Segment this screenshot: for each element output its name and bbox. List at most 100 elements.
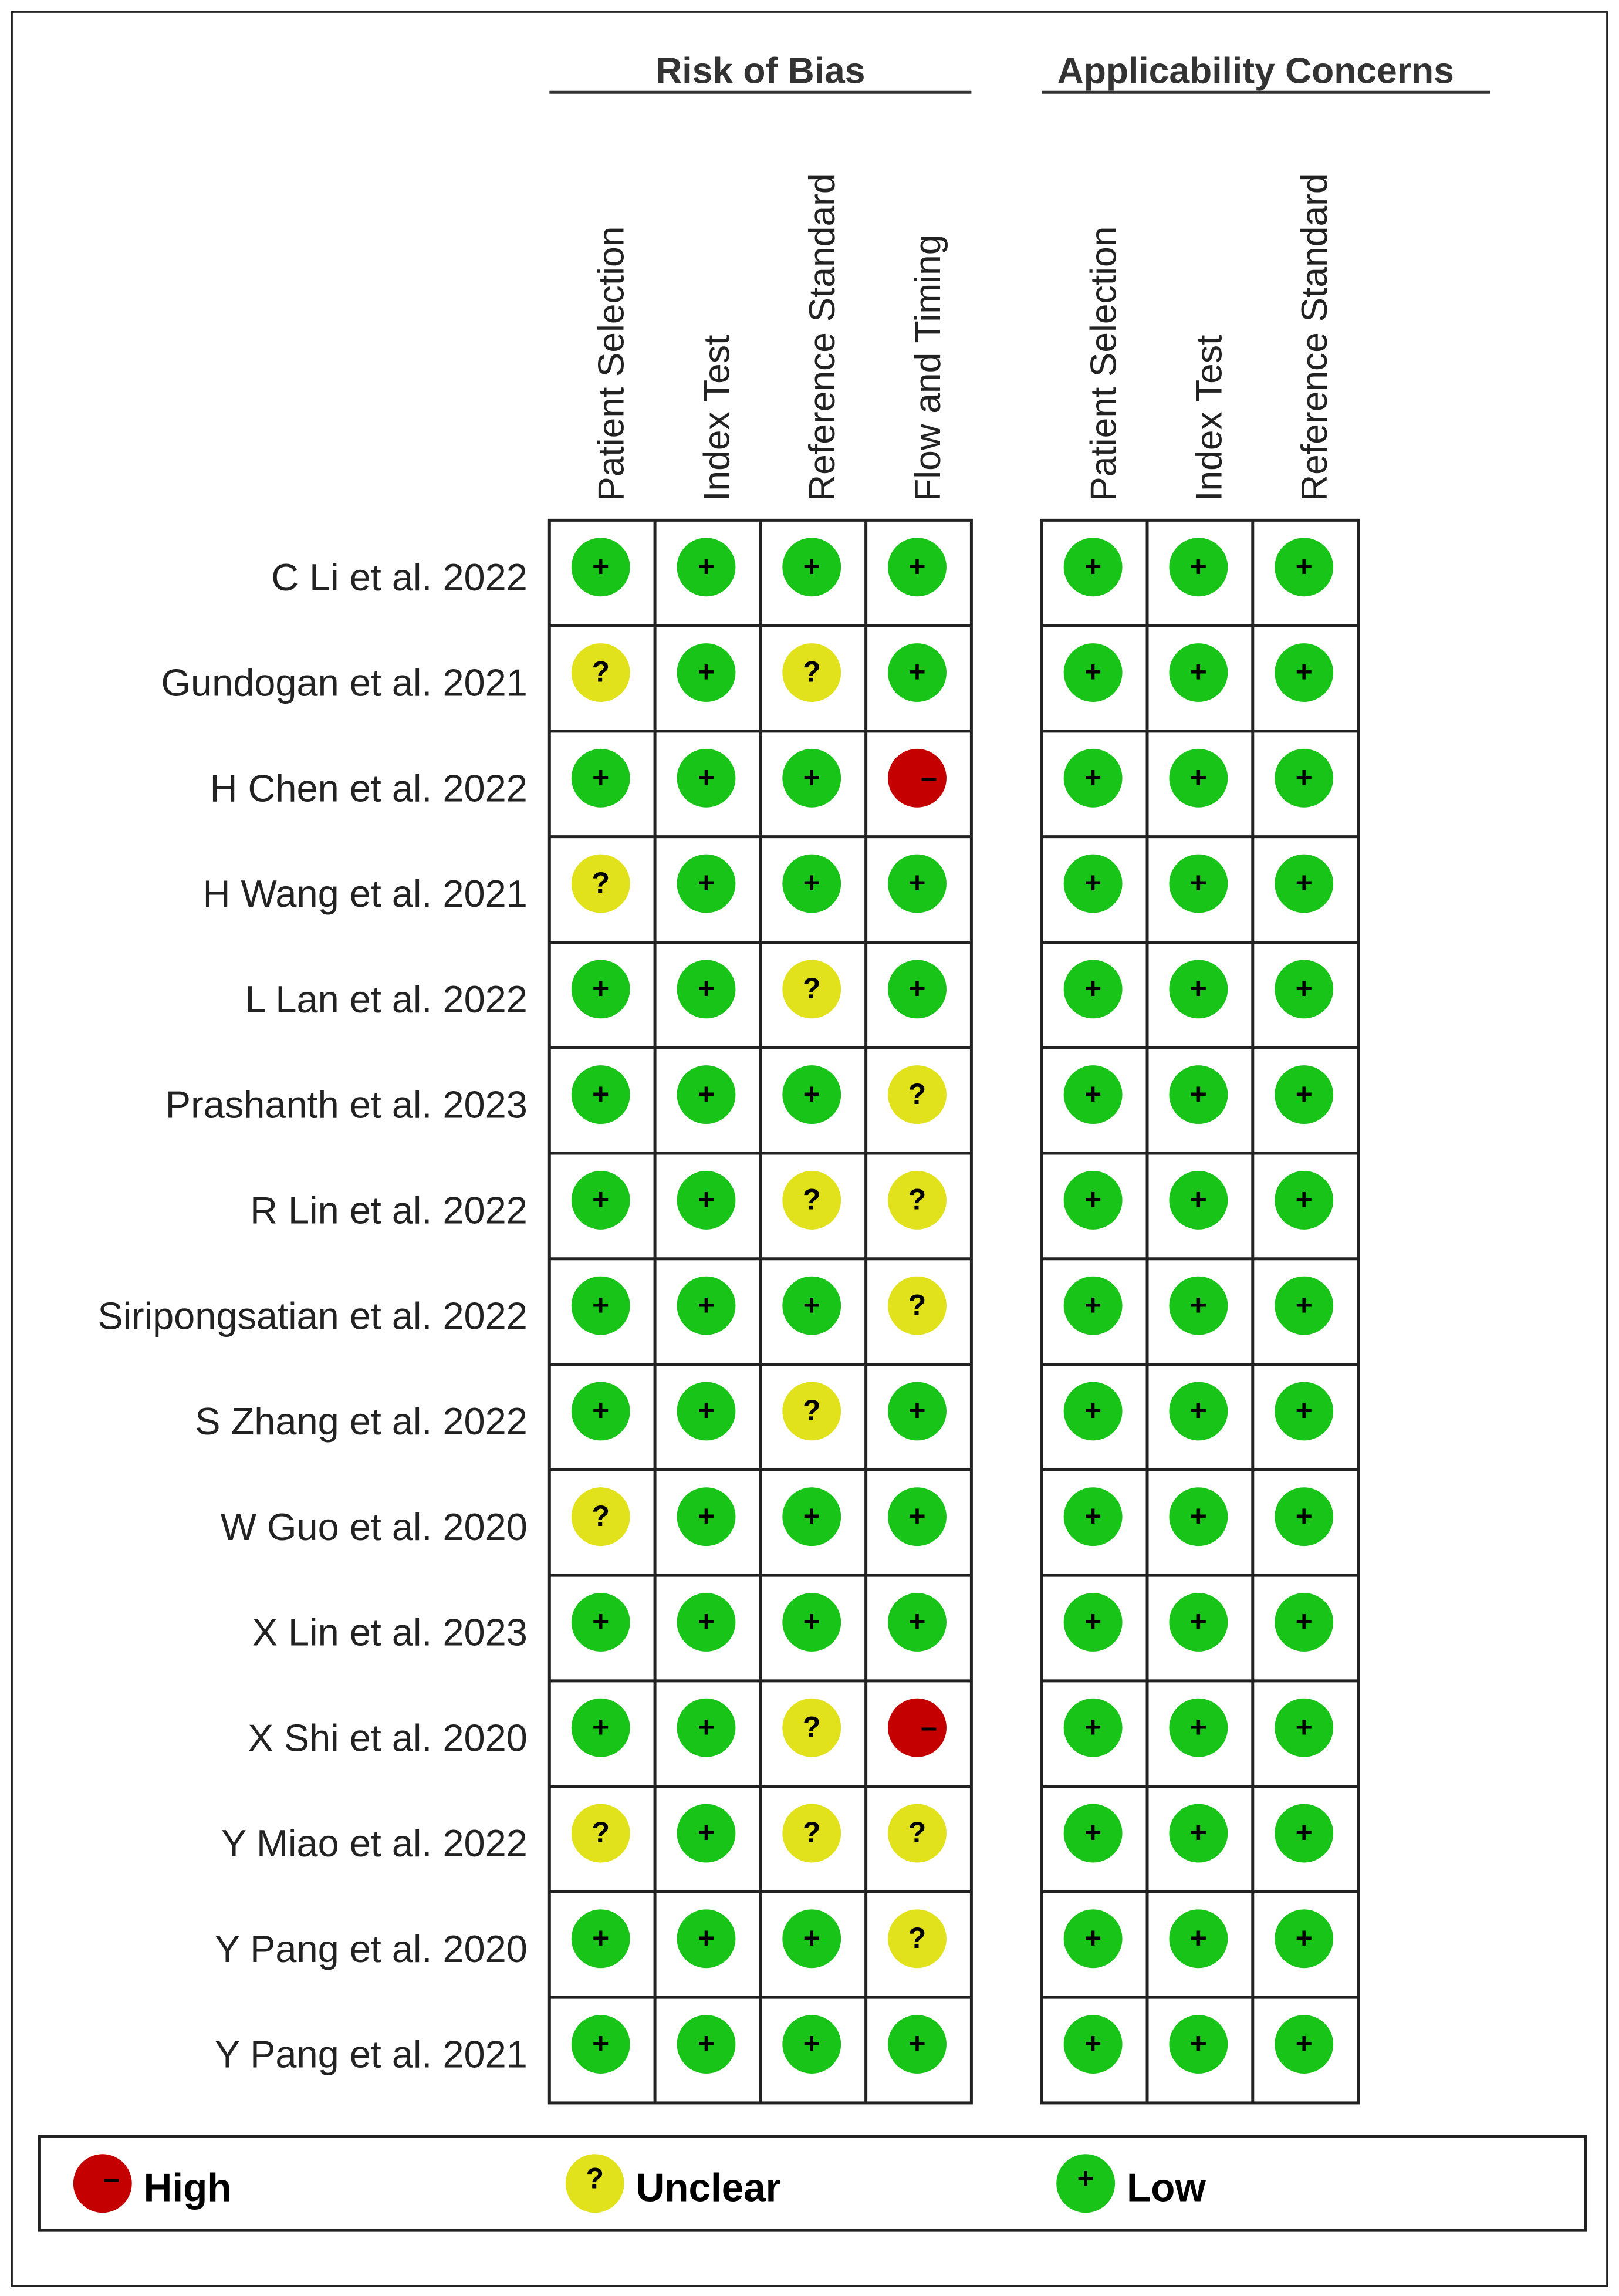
judgment-symbol: ? xyxy=(908,1816,926,1849)
study-label: Prashanth et al. 2023 xyxy=(165,1083,528,1126)
judgment-symbol: + xyxy=(1084,656,1101,688)
judgment-symbol: + xyxy=(1296,1078,1313,1110)
judgment-dot xyxy=(571,854,630,913)
group-title: Risk of Bias xyxy=(655,50,865,91)
judgment-dot xyxy=(1169,1487,1228,1547)
judgment-symbol: + xyxy=(803,1922,820,1954)
judgment-symbol: + xyxy=(592,2027,609,2060)
judgment-symbol: + xyxy=(1296,1500,1313,1532)
judgment-symbol: + xyxy=(1296,2027,1313,2060)
legend-label: Unclear xyxy=(636,2166,781,2210)
judgment-dot xyxy=(782,538,841,597)
judgment-symbol: + xyxy=(908,2027,925,2060)
judgment-dot xyxy=(1169,1065,1228,1125)
judgment-symbol: + xyxy=(908,656,925,688)
legend-box xyxy=(38,2135,1587,2232)
judgment-symbol: + xyxy=(698,1078,715,1110)
legend-symbol: + xyxy=(1077,2162,1094,2194)
judgment-dot xyxy=(1169,748,1228,808)
judgment-symbol: + xyxy=(1190,1394,1207,1427)
judgment-symbol: + xyxy=(698,1183,715,1216)
judgment-dot xyxy=(1169,2015,1228,2074)
judgment-symbol: + xyxy=(1084,550,1101,583)
judgment-dot xyxy=(677,1065,736,1125)
judgment-dot xyxy=(888,748,947,808)
judgment-symbol: + xyxy=(1190,1710,1207,1743)
column-label: Reference Standard xyxy=(1294,173,1335,501)
judgment-dot xyxy=(1275,1698,1334,1757)
column-label: Reference Standard xyxy=(802,173,843,501)
column-label: Patient Selection xyxy=(591,227,632,501)
judgment-dot xyxy=(1275,643,1334,702)
judgment-symbol: + xyxy=(908,972,925,1005)
judgment-symbol: + xyxy=(1296,1816,1313,1849)
column-label: Flow and Timing xyxy=(907,235,948,501)
judgment-symbol: + xyxy=(1190,1183,1207,1216)
judgment-dot xyxy=(1063,1909,1123,1969)
legend-dot xyxy=(73,2154,132,2213)
judgment-dot xyxy=(888,960,947,1019)
judgment-dot xyxy=(1169,1909,1228,1969)
judgment-symbol: + xyxy=(698,972,715,1005)
judgment-dot xyxy=(888,1804,947,1863)
judgment-dot xyxy=(782,1170,841,1230)
judgment-symbol: + xyxy=(803,1605,820,1638)
judgment-dot xyxy=(1063,1593,1123,1652)
judgment-dot xyxy=(677,1804,736,1863)
judgment-symbol: ? xyxy=(908,1922,926,1954)
judgment-dot xyxy=(782,960,841,1019)
judgment-dot xyxy=(1169,960,1228,1019)
judgment-symbol: + xyxy=(908,1500,925,1532)
judgment-dot xyxy=(888,2015,947,2074)
judgment-dot xyxy=(1275,854,1334,913)
study-label: H Wang et al. 2021 xyxy=(203,872,528,915)
judgment-symbol: + xyxy=(592,1183,609,1216)
legend-label: High xyxy=(144,2166,232,2210)
judgment-symbol: + xyxy=(698,1500,715,1532)
judgment-symbol: + xyxy=(1190,1605,1207,1638)
judgment-symbol: ? xyxy=(592,656,610,688)
judgment-symbol: + xyxy=(592,1078,609,1110)
judgment-symbol: + xyxy=(1190,550,1207,583)
judgment-symbol: ? xyxy=(592,866,610,899)
judgment-dot xyxy=(677,643,736,702)
judgment-dot xyxy=(888,854,947,913)
judgment-symbol: ? xyxy=(803,972,821,1005)
judgment-symbol: + xyxy=(1190,1816,1207,1849)
judgment-symbol: ? xyxy=(803,1816,821,1849)
grid-border xyxy=(1040,518,1360,2105)
judgment-symbol: + xyxy=(803,2027,820,2060)
judgment-symbol: + xyxy=(1190,1500,1207,1532)
judgment-dot xyxy=(782,1065,841,1125)
judgment-dot xyxy=(1275,1170,1334,1230)
study-label: X Shi et al. 2020 xyxy=(248,1716,528,1759)
judgment-symbol: + xyxy=(803,1078,820,1110)
judgment-dot xyxy=(888,1487,947,1547)
judgment-symbol: + xyxy=(592,550,609,583)
judgment-dot xyxy=(782,1382,841,1441)
judgment-dot xyxy=(1169,1804,1228,1863)
judgment-symbol: ? xyxy=(908,1288,926,1321)
judgment-dot xyxy=(571,1804,630,1863)
column-label: Index Test xyxy=(1188,335,1229,501)
judgment-symbol: + xyxy=(592,1710,609,1743)
judgment-symbol: + xyxy=(1296,656,1313,688)
judgment-symbol: + xyxy=(1296,972,1313,1005)
legend-label: Low xyxy=(1127,2166,1206,2210)
judgment-dot xyxy=(1063,1698,1123,1757)
judgment-dot xyxy=(782,1276,841,1335)
legend-symbol: ? xyxy=(586,2162,604,2194)
judgment-dot xyxy=(571,1698,630,1757)
judgment-symbol: + xyxy=(592,1922,609,1954)
judgment-dot xyxy=(677,960,736,1019)
judgment-symbol: + xyxy=(1296,1288,1313,1321)
judgment-symbol: + xyxy=(803,550,820,583)
judgment-symbol: + xyxy=(1084,1394,1101,1427)
judgment-symbol: + xyxy=(698,1710,715,1743)
legend-dot xyxy=(565,2154,624,2213)
judgment-symbol: + xyxy=(1084,972,1101,1005)
judgment-dot xyxy=(1169,854,1228,913)
judgment-symbol: + xyxy=(698,866,715,899)
